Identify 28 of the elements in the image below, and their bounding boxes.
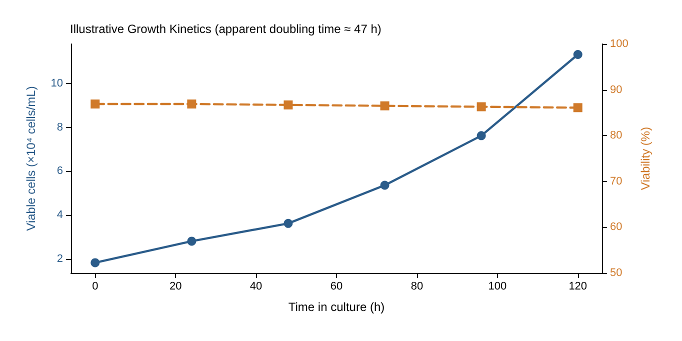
y-tick-label: 10 — [50, 77, 63, 90]
y2-tick-label: 60 — [610, 221, 622, 234]
x-tick-label: 80 — [410, 280, 424, 292]
point — [380, 180, 390, 190]
point — [90, 258, 100, 268]
x-tick-label: 100 — [488, 280, 507, 292]
x-tick-label: 20 — [169, 280, 182, 292]
point — [187, 236, 196, 246]
y2-axis-title: Viability (%) — [638, 126, 652, 190]
point — [284, 218, 293, 228]
y-tick-label: 6 — [56, 165, 63, 178]
x-tick-label: 60 — [330, 280, 343, 292]
y-axis-title: Viable cells (×10⁴ cells/mL) — [24, 86, 38, 231]
chart-title: Illustrative Growth Kinetics (apparent doubling time ≈ 47 h) — [70, 22, 382, 36]
point — [573, 50, 582, 60]
x-tick-label: 40 — [250, 280, 262, 292]
point — [476, 131, 486, 140]
y-tick-label: 2 — [56, 252, 63, 265]
y-tick-label: 4 — [56, 209, 63, 222]
y2-tick-label: 70 — [610, 175, 622, 188]
y2-tick-label: 80 — [610, 130, 622, 142]
x-tick-label: 120 — [568, 280, 588, 292]
x-axis-title: Time in culture (h) — [288, 300, 385, 314]
y2-tick-label: 50 — [610, 267, 622, 279]
y2-tick-label: 90 — [610, 84, 622, 96]
y2-tick-label: 100 — [610, 38, 628, 50]
x-tick-label: 0 — [92, 280, 98, 292]
y-tick-label: 8 — [56, 121, 63, 134]
